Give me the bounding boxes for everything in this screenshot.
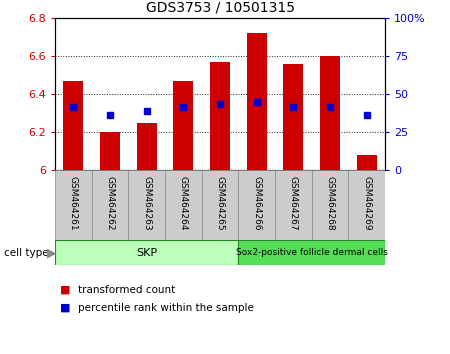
Bar — [348, 170, 385, 240]
Text: GSM464265: GSM464265 — [216, 176, 225, 230]
Text: GSM464266: GSM464266 — [252, 176, 261, 230]
Text: percentile rank within the sample: percentile rank within the sample — [77, 303, 253, 313]
Bar — [100, 132, 120, 170]
Bar — [312, 170, 348, 240]
Bar — [173, 81, 194, 170]
Text: ▶: ▶ — [47, 246, 57, 259]
Bar — [63, 81, 83, 170]
Bar — [356, 155, 377, 170]
Bar — [137, 122, 157, 170]
Bar — [238, 240, 385, 265]
Text: GSM464267: GSM464267 — [289, 176, 298, 230]
Text: SKP: SKP — [136, 247, 157, 257]
Bar — [210, 62, 230, 170]
Bar — [247, 33, 267, 170]
Text: GSM464263: GSM464263 — [142, 176, 151, 230]
Text: GSM464262: GSM464262 — [105, 176, 114, 230]
Text: GSM464264: GSM464264 — [179, 176, 188, 230]
Text: GSM464261: GSM464261 — [69, 176, 78, 230]
Bar — [165, 170, 202, 240]
Text: ■: ■ — [59, 285, 70, 295]
Bar — [320, 56, 340, 170]
Text: GSM464269: GSM464269 — [362, 176, 371, 230]
Bar — [55, 170, 92, 240]
Text: Sox2-positive follicle dermal cells: Sox2-positive follicle dermal cells — [236, 248, 387, 257]
Bar — [283, 64, 303, 170]
Text: cell type: cell type — [4, 247, 49, 257]
Bar — [275, 170, 312, 240]
Title: GDS3753 / 10501315: GDS3753 / 10501315 — [145, 0, 294, 14]
Bar — [238, 170, 275, 240]
Bar — [202, 170, 238, 240]
Text: transformed count: transformed count — [77, 285, 175, 295]
Text: GSM464268: GSM464268 — [325, 176, 334, 230]
Bar — [128, 170, 165, 240]
Bar — [55, 240, 239, 265]
Text: ■: ■ — [59, 303, 70, 313]
Bar — [92, 170, 128, 240]
